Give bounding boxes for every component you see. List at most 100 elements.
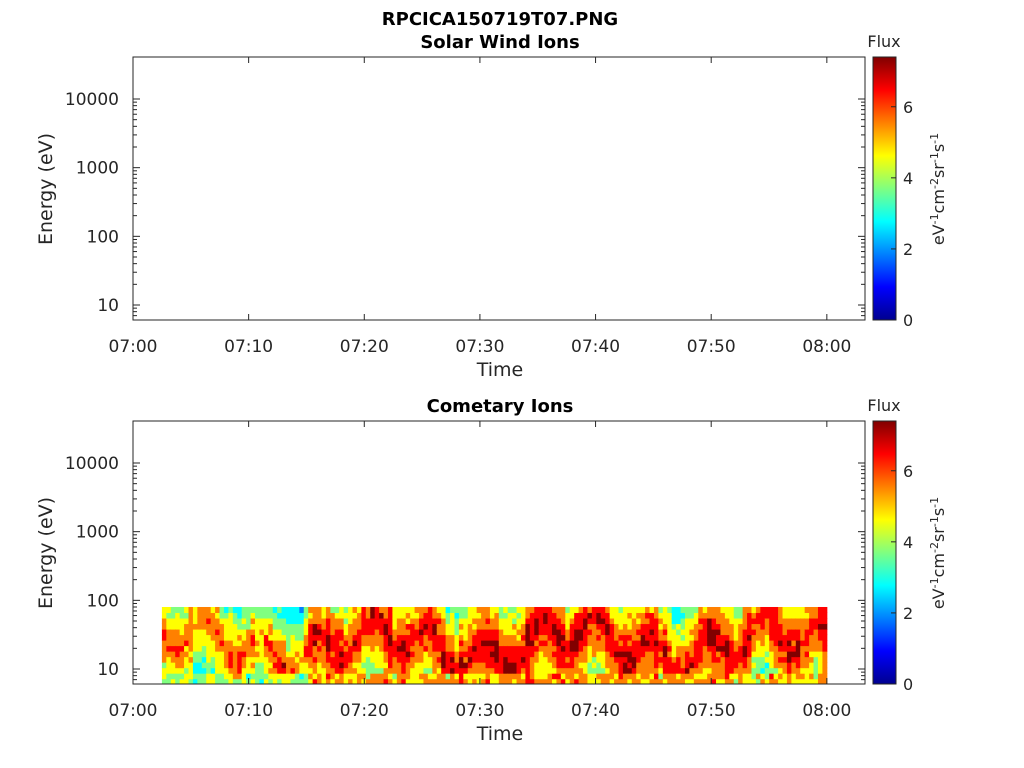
- spectrogram-cell: [454, 634, 460, 641]
- spectrogram-cell: [614, 606, 619, 614]
- spectrogram-cell: [432, 662, 438, 669]
- spectrogram-cell: [184, 623, 189, 630]
- spectrogram-cell: [507, 656, 513, 663]
- spectrogram-cell: [653, 651, 659, 658]
- spectrogram-cell: [702, 678, 708, 684]
- spectrogram-cell: [330, 678, 336, 684]
- spectrogram-cell: [751, 612, 757, 619]
- spectrogram-cell: [702, 645, 708, 652]
- spectrogram-cell: [618, 645, 624, 652]
- spectrogram-cell: [583, 623, 588, 630]
- spectrogram-cell: [689, 640, 695, 647]
- spectrogram-cell: [778, 606, 784, 614]
- spectrogram-cell: [383, 651, 389, 658]
- spectrogram-cell: [317, 656, 322, 663]
- spectrogram-cell: [436, 623, 442, 630]
- spectrogram-cell: [591, 651, 597, 658]
- cometary-ions-panel: Cometary Ions 07:00 07:10 07:20 07:30 07:40 0…: [35, 396, 948, 745]
- spectrogram-cell: [534, 673, 540, 680]
- spectrogram-cell: [627, 606, 633, 614]
- spectrogram-cell: [308, 667, 314, 674]
- spectrogram-cell: [339, 673, 345, 680]
- spectrogram-cell: [356, 612, 362, 619]
- spectrogram-cell: [516, 673, 522, 680]
- spectrogram-cell: [441, 651, 447, 658]
- spectrogram-cell: [325, 606, 331, 614]
- spectrogram-cell: [356, 623, 362, 630]
- spectrogram-cell: [609, 645, 615, 652]
- spectrogram-cell: [352, 667, 358, 674]
- spectrogram-cell: [684, 651, 690, 658]
- spectrogram-cell: [591, 645, 597, 652]
- spectrogram-cell: [201, 629, 207, 636]
- spectrogram-cell: [671, 612, 677, 619]
- spectrogram-cell: [716, 612, 721, 619]
- spectrogram-cell: [206, 656, 212, 663]
- spectrogram-cell: [591, 656, 597, 663]
- spectrogram-cell: [600, 667, 606, 674]
- spectrogram-cell: [605, 651, 611, 658]
- spectrogram-cell: [605, 634, 611, 641]
- spectrogram-cell: [325, 640, 331, 647]
- spectrogram-cell: [294, 662, 300, 669]
- spectrogram-cell: [636, 623, 642, 630]
- spectrogram-cell: [441, 678, 447, 684]
- spectrogram-cell: [543, 656, 549, 663]
- spectrogram-cell: [286, 673, 291, 680]
- spectrogram-cell: [534, 662, 540, 669]
- spectrogram-cell: [206, 673, 212, 680]
- spectrogram-cell: [188, 640, 194, 647]
- spectrogram-cell: [662, 651, 668, 658]
- spectrogram-cell: [294, 678, 300, 684]
- spectrogram-cell: [330, 667, 336, 674]
- spectrogram-cell: [720, 629, 726, 636]
- spectrogram-cell: [596, 629, 602, 636]
- spectrogram-cell: [614, 651, 619, 658]
- spectrogram-cell: [290, 678, 296, 684]
- spectrogram-cell: [250, 645, 256, 652]
- spectrogram-cell: [614, 612, 619, 619]
- spectrogram-cell: [427, 612, 433, 619]
- spectrogram-cell: [716, 623, 721, 630]
- spectrogram-cell: [246, 667, 252, 674]
- spectrogram-cell: [543, 673, 549, 680]
- spectrogram-cell: [175, 629, 181, 636]
- spectrogram-cell: [547, 606, 553, 614]
- spectrogram-cell: [791, 673, 797, 680]
- spectrogram-cell: [210, 618, 216, 625]
- spectrogram-cell: [321, 678, 327, 684]
- spectrogram-cell: [605, 678, 611, 684]
- spectrogram-cell: [702, 606, 708, 614]
- spectrogram-cell: [591, 667, 597, 674]
- spectrogram-cell: [210, 662, 216, 669]
- spectrogram-cell: [201, 640, 207, 647]
- spectrogram-cell: [583, 667, 588, 674]
- spectrogram-cell: [747, 656, 752, 663]
- spectrogram-cell: [405, 656, 411, 663]
- spectrogram-cell: [445, 634, 451, 641]
- spectrogram-cell: [458, 667, 464, 674]
- spectrogram-cell: [255, 634, 260, 641]
- spectrogram-cell: [339, 656, 345, 663]
- spectrogram-cell: [600, 634, 606, 641]
- spectrogram-cell: [742, 623, 748, 630]
- spectrogram-cell: [795, 673, 801, 680]
- spectrogram-cell: [223, 640, 229, 647]
- spectrogram-cell: [676, 662, 682, 669]
- spectrogram-cell: [223, 667, 229, 674]
- spectrogram-cell: [574, 623, 580, 630]
- spectrogram-cell: [170, 640, 176, 647]
- spectrogram-cell: [547, 645, 553, 652]
- spectrogram-cell: [800, 662, 806, 669]
- spectrogram-cell: [419, 678, 424, 684]
- spectrogram-cell: [188, 673, 194, 680]
- spectrogram-cell: [290, 673, 296, 680]
- spectrogram-cell: [450, 662, 455, 669]
- spectrogram-cell: [179, 662, 185, 669]
- spectrogram-cell: [317, 623, 322, 630]
- spectrogram-cell: [658, 662, 664, 669]
- spectrogram-cell: [738, 673, 744, 680]
- spectrogram-cell: [427, 662, 433, 669]
- spectrogram-cell: [596, 640, 602, 647]
- spectrogram-cell: [618, 623, 624, 630]
